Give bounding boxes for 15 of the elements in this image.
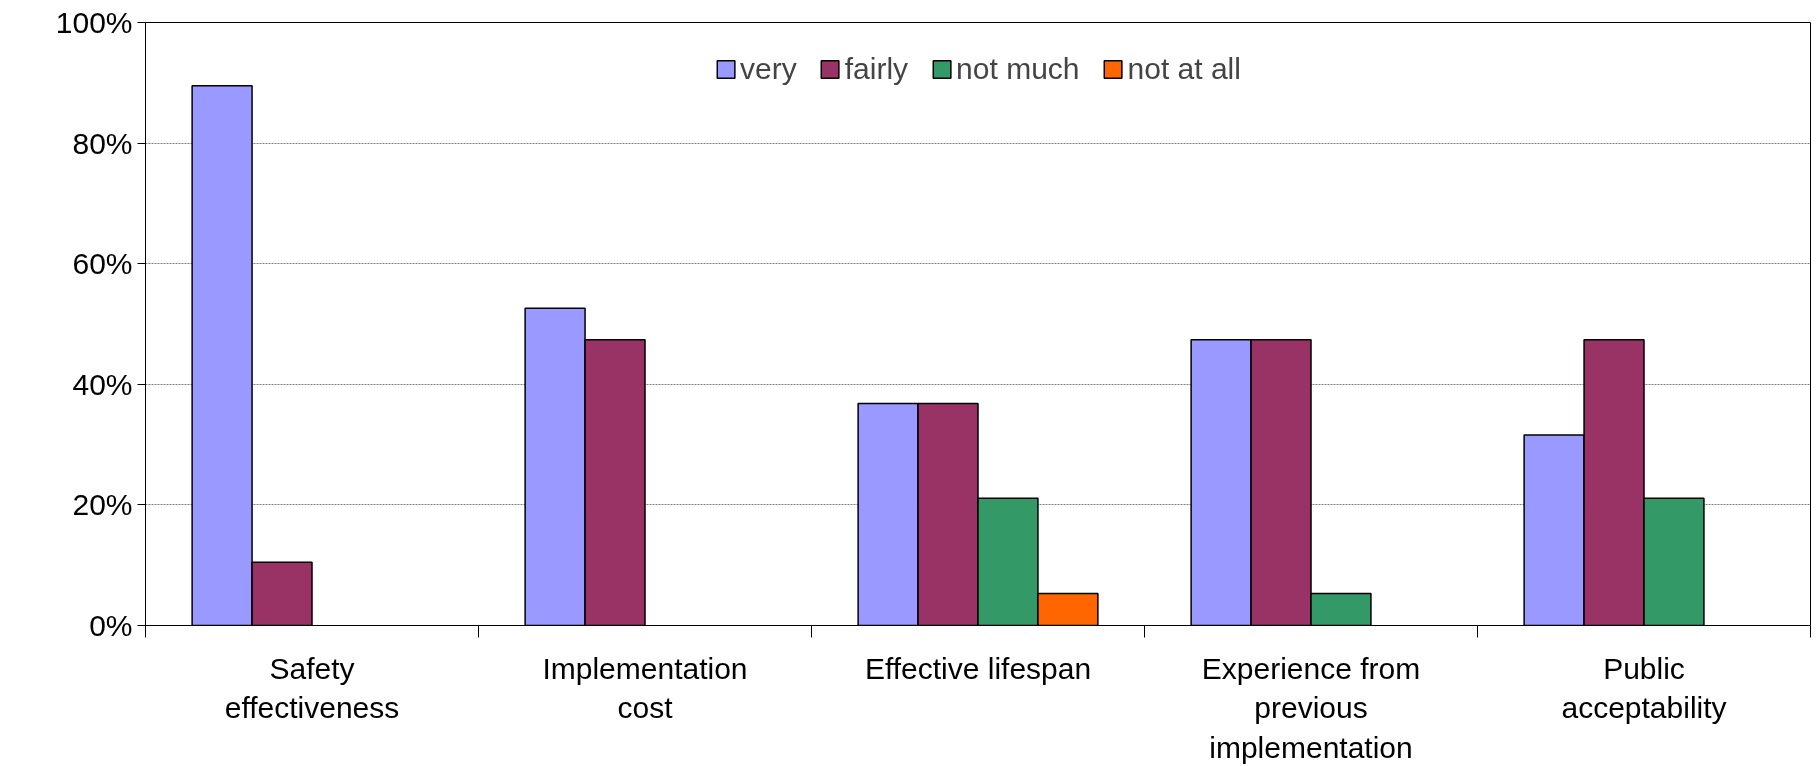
y-tick-label: 100%: [55, 6, 133, 39]
x-tick-label: Safety effectiveness: [224, 651, 400, 725]
y-tick-label: 60%: [72, 247, 133, 281]
x-tick-label: Effective lifespan: [864, 651, 1092, 685]
y-tick-label: 20%: [72, 488, 133, 522]
x-tick-label: Public acceptability: [1561, 651, 1727, 725]
y-tick-label: 40%: [72, 367, 133, 401]
x-tick-label: Implementation cost: [542, 651, 748, 725]
legend-label: very: [740, 52, 797, 86]
legend-label: not much: [956, 52, 1080, 86]
legend-label: fairly: [844, 52, 909, 86]
legend-label: not at all: [1127, 52, 1241, 86]
y-tick-label: 80%: [72, 126, 133, 160]
y-tick-label: 0%: [89, 609, 133, 642]
x-tick-label: Experience from previous implementation: [1201, 651, 1421, 764]
